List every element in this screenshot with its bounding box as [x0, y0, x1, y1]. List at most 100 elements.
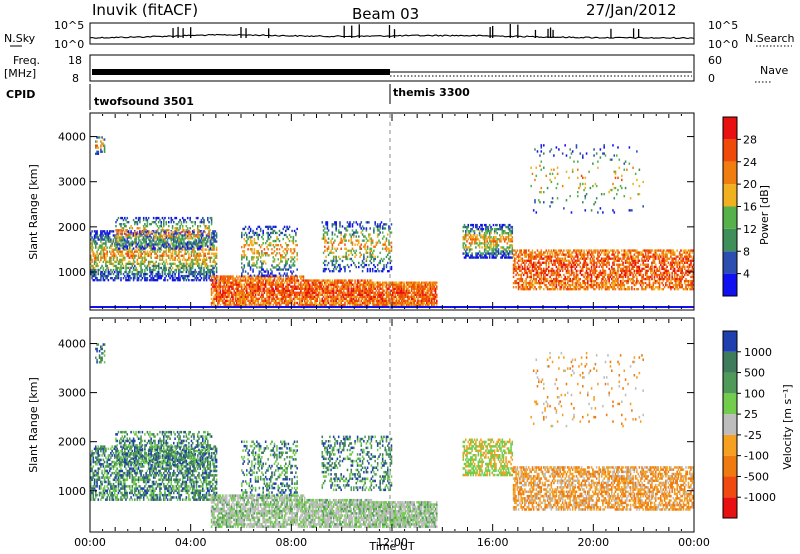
power-cell — [296, 268, 298, 271]
power-cell — [234, 295, 237, 299]
power-cell — [354, 279, 356, 282]
power-cell — [407, 287, 409, 290]
power-cell — [301, 285, 303, 288]
power-cell — [381, 285, 384, 288]
power-cell — [329, 289, 331, 292]
power-cell — [511, 238, 514, 241]
power-cell — [266, 295, 268, 299]
power-cell — [165, 221, 168, 224]
power-cell — [511, 230, 514, 233]
power-cell — [200, 264, 203, 268]
power-cell — [199, 225, 202, 228]
power-cell — [224, 293, 227, 297]
power-cell — [269, 281, 272, 284]
power-cell — [129, 268, 131, 272]
power-cell — [145, 240, 147, 243]
power-cell — [272, 283, 275, 286]
power-cell — [163, 250, 165, 253]
power-cell — [238, 301, 241, 305]
power-cell — [348, 239, 350, 242]
power-cell — [225, 303, 228, 307]
power-cell — [165, 223, 168, 226]
power-cell — [273, 258, 276, 261]
power-cell — [171, 256, 174, 259]
power-cell — [307, 289, 310, 292]
power-cell — [244, 270, 247, 273]
power-cell — [136, 250, 139, 253]
power-cell — [199, 254, 202, 257]
power-cell — [487, 228, 490, 231]
power-cell — [350, 285, 353, 288]
power-cell — [139, 248, 141, 251]
power-cell — [150, 248, 152, 251]
power-cell — [174, 232, 176, 235]
power-cell — [236, 281, 238, 284]
power-cell — [178, 239, 180, 242]
power-cell — [131, 240, 134, 243]
power-cell — [205, 270, 208, 274]
power-cell — [278, 262, 281, 265]
power-cell — [283, 256, 286, 259]
power-cell — [262, 279, 264, 282]
power-cell — [316, 283, 319, 286]
power-cell — [160, 277, 163, 280]
power-cell — [374, 221, 376, 224]
power-cell — [241, 262, 243, 265]
power-cell — [135, 234, 137, 237]
power-cell — [124, 231, 126, 234]
power-cell — [178, 229, 180, 232]
power-cell — [320, 281, 322, 284]
power-cell — [181, 274, 184, 278]
power-cell — [157, 240, 160, 243]
power-cell — [212, 283, 214, 286]
power-cell — [376, 241, 379, 244]
power-cell — [124, 241, 126, 244]
power-cell — [183, 238, 185, 241]
power-cell — [140, 234, 142, 237]
power-cell — [310, 287, 312, 290]
power-cell — [345, 247, 347, 250]
power-cell — [112, 248, 115, 251]
power-cell — [244, 303, 247, 307]
power-cell — [492, 242, 495, 245]
power-cell — [142, 216, 145, 220]
power-cell — [147, 238, 150, 241]
power-cell — [305, 291, 307, 294]
power-cell — [205, 266, 208, 270]
power-cell — [272, 244, 275, 247]
power-cell — [254, 291, 257, 294]
power-cell — [368, 221, 370, 224]
power-cell — [145, 258, 147, 262]
power-cell — [134, 256, 136, 259]
power-cell — [293, 281, 296, 284]
power-cell — [228, 287, 230, 290]
power-cell — [200, 254, 203, 257]
power-cell — [213, 301, 215, 305]
power-cell — [297, 287, 300, 290]
power-cell — [93, 242, 96, 245]
power-cell — [285, 258, 287, 261]
power-cell — [137, 270, 140, 274]
power-cell — [363, 227, 365, 230]
power-cell — [171, 272, 174, 276]
power-cell — [327, 299, 330, 303]
power-cell — [209, 247, 212, 250]
power-cell — [298, 295, 301, 299]
power-cell — [330, 239, 332, 242]
power-cell — [283, 293, 286, 297]
power-cell — [102, 246, 105, 249]
power-cell — [346, 221, 349, 224]
power-cell — [283, 297, 286, 301]
power-cell — [285, 254, 287, 257]
power-cell — [165, 252, 168, 255]
power-cell — [122, 264, 125, 268]
power-cell — [209, 244, 212, 247]
power-cell — [433, 285, 436, 288]
power-cell — [325, 297, 327, 301]
power-cell — [136, 277, 139, 280]
power-cell — [310, 293, 312, 297]
power-cell — [393, 297, 395, 301]
power-cell — [252, 279, 254, 282]
power-cell — [369, 233, 371, 236]
power-cell — [327, 253, 330, 257]
